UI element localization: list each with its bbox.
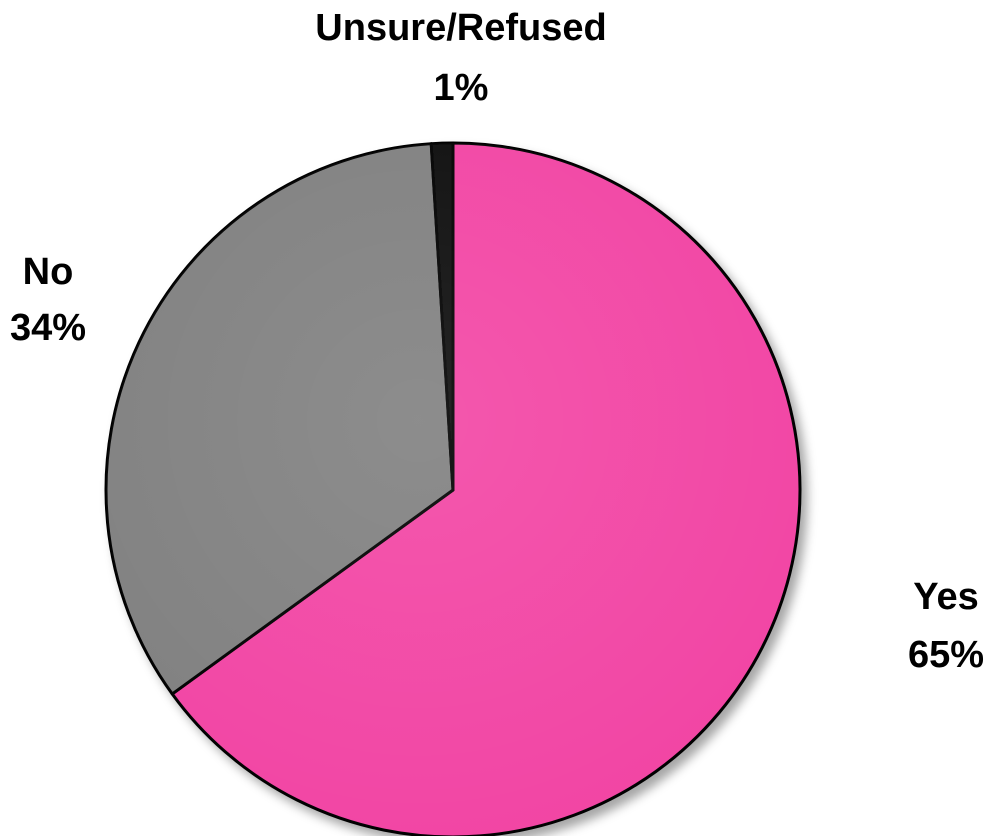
- pie-slices: [104, 141, 802, 836]
- slice-label-unsure: Unsure/Refused: [315, 7, 606, 49]
- slice-value-unsure: 1%: [434, 67, 489, 109]
- slice-value-yes: 65%: [908, 634, 984, 676]
- slice-value-no: 34%: [10, 307, 86, 349]
- slice-label-no: No: [23, 251, 74, 293]
- slice-label-yes: Yes: [913, 576, 979, 618]
